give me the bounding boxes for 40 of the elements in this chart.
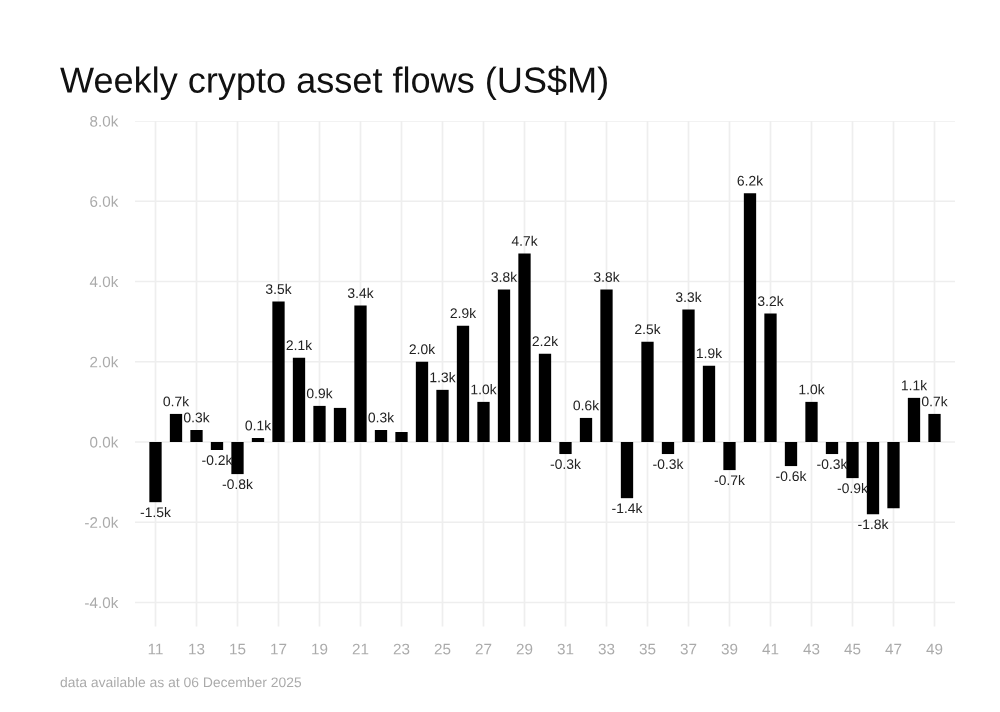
- bar: [641, 341, 654, 443]
- bar: [354, 305, 367, 443]
- bar: [600, 289, 613, 443]
- bar: [743, 193, 757, 443]
- bar: [456, 325, 470, 443]
- bar: [702, 365, 716, 443]
- bar: [477, 401, 490, 443]
- bar: [538, 353, 552, 443]
- bar: [436, 389, 449, 443]
- bar: [764, 313, 777, 443]
- bar: [825, 442, 839, 455]
- bar: [723, 442, 736, 471]
- bar: [907, 397, 921, 443]
- bar: [518, 253, 531, 443]
- bar: [559, 442, 572, 455]
- bar: [579, 417, 593, 443]
- bar: [190, 429, 203, 443]
- bar: [395, 431, 408, 443]
- bar: [661, 442, 675, 455]
- bar: [333, 407, 347, 443]
- bar: [292, 357, 306, 443]
- bar: [272, 301, 285, 443]
- chart-title: Weekly crypto asset flows (US$M): [60, 65, 607, 101]
- bar: [620, 442, 634, 499]
- bar: [928, 413, 941, 443]
- bar: [682, 309, 695, 443]
- bar: [374, 429, 388, 443]
- bar: [313, 405, 326, 443]
- bar: [887, 442, 900, 509]
- bar: [149, 442, 162, 503]
- bar: [846, 442, 859, 479]
- bar: [497, 289, 511, 443]
- bar: [251, 437, 265, 443]
- bar: [805, 401, 818, 443]
- bar: [210, 442, 224, 451]
- bar: [784, 442, 798, 467]
- bar: [169, 413, 183, 443]
- bar: [231, 442, 244, 475]
- bar: [866, 442, 880, 515]
- bar: [415, 361, 429, 443]
